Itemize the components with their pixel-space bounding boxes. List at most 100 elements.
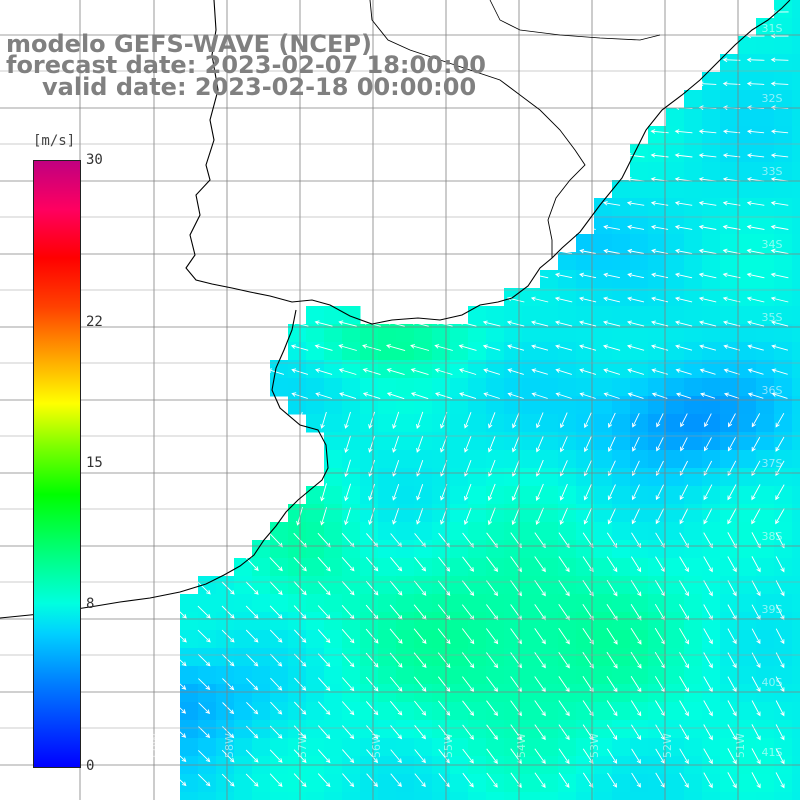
wind-speed-cell: [738, 684, 757, 703]
wind-arrow: [435, 392, 453, 400]
wind-arrow: [555, 344, 573, 351]
wind-speed-cell: [522, 324, 541, 343]
wind-arrow: [487, 436, 496, 453]
wind-speed-cell: [396, 666, 415, 685]
wind-speed-cell: [612, 630, 631, 649]
wind-speed-cell: [702, 72, 721, 91]
wind-speed-cell: [522, 684, 541, 703]
wind-speed-cell: [666, 126, 685, 145]
wind-speed-cell: [612, 180, 631, 199]
wind-arrow: [414, 749, 426, 764]
wind-speed-cell: [774, 216, 793, 235]
wind-speed-cell: [378, 648, 397, 667]
wind-arrow: [486, 604, 499, 621]
wind-speed-cell: [684, 450, 703, 469]
wind-arrow: [320, 483, 327, 502]
wind-speed-cell: [792, 0, 800, 19]
longitude-label: 52W: [661, 733, 674, 758]
wind-speed-cell: [630, 306, 649, 325]
wind-speed-cell: [648, 288, 667, 307]
wind-speed-cell: [558, 252, 577, 271]
wind-speed-cell: [414, 486, 433, 505]
wind-speed-cell: [414, 396, 433, 415]
wind-arrow: [197, 605, 211, 619]
wind-speed-cell: [342, 738, 361, 757]
wind-speed-cell: [234, 702, 253, 721]
wind-speed-cell: [450, 522, 469, 541]
wind-speed-cell: [738, 234, 757, 253]
wind-speed-cell: [450, 396, 469, 415]
wind-arrow: [674, 272, 693, 279]
wind-arrow: [558, 724, 570, 741]
wind-speed-cell: [594, 522, 613, 541]
coastline: [185, 0, 791, 325]
wind-arrow: [314, 320, 333, 327]
wind-arrow: [775, 748, 785, 765]
wind-arrow: [317, 580, 331, 596]
wind-arrow: [680, 437, 688, 452]
wind-speed-cell: [342, 486, 361, 505]
wind-speed-cell: [468, 450, 487, 469]
wind-arrow: [458, 344, 477, 351]
colorbar: [33, 160, 81, 768]
wind-speed-cell: [666, 666, 685, 685]
wind-speed-cell: [738, 468, 757, 487]
wind-speed-cell: [288, 396, 307, 415]
wind-arrow: [655, 724, 665, 741]
colorbar-tick-label: 22: [86, 313, 103, 330]
wind-speed-cell: [702, 648, 721, 667]
wind-speed-cell: [576, 378, 595, 397]
wind-speed-cell: [648, 378, 667, 397]
wind-speed-cell: [432, 468, 451, 487]
wind-speed-cell: [486, 342, 505, 361]
wind-speed-cell: [684, 414, 703, 433]
wind-arrow: [458, 320, 477, 327]
wind-speed-cell: [198, 594, 217, 613]
wind-speed-cell: [612, 450, 631, 469]
wind-speed-cell: [540, 486, 559, 505]
wind-arrow: [459, 368, 477, 375]
wind-speed-cell: [702, 108, 721, 127]
wind-speed-cell: [468, 702, 487, 721]
wind-arrow: [197, 581, 211, 595]
wind-speed-cell: [612, 558, 631, 577]
wind-speed-cell: [414, 450, 433, 469]
wind-arrow: [535, 507, 544, 526]
wind-speed-cell: [396, 594, 415, 613]
wind-speed-cell: [450, 720, 469, 739]
wind-speed-cell: [630, 558, 649, 577]
wind-arrow: [626, 344, 645, 351]
wind-speed-cell: [774, 702, 793, 721]
wind-speed-cell: [630, 270, 649, 289]
wind-speed-cell: [576, 540, 595, 559]
wind-speed-cell: [504, 630, 523, 649]
wind-speed-cell: [594, 738, 613, 757]
wind-speed-cell: [648, 360, 667, 379]
wind-speed-cell: [522, 702, 541, 721]
wind-speed-cell: [216, 702, 235, 721]
wind-arrow: [197, 629, 211, 643]
wind-arrow: [390, 773, 402, 788]
wind-arrow: [341, 557, 355, 572]
wind-speed-cell: [720, 252, 739, 271]
wind-speed-cell: [450, 774, 469, 793]
wind-speed-cell: [774, 72, 793, 91]
wind-speed-cell: [756, 630, 775, 649]
wind-speed-cell: [558, 486, 577, 505]
wind-speed-cell: [180, 738, 199, 757]
wind-speed-cell: [684, 702, 703, 721]
wind-arrow: [630, 580, 642, 597]
wind-speed-cell: [630, 468, 649, 487]
wind-arrow: [535, 412, 544, 429]
wind-arrow: [650, 129, 669, 134]
wind-arrow: [559, 412, 568, 429]
wind-speed-cell: [792, 108, 800, 127]
wind-speed-cell: [756, 396, 775, 415]
wind-arrow: [554, 272, 573, 279]
wind-arrow: [655, 556, 665, 573]
wind-arrow: [368, 411, 376, 429]
wind-speed-cell: [684, 396, 703, 415]
wind-speed-cell: [522, 432, 541, 451]
wind-speed-cell: [774, 306, 793, 325]
